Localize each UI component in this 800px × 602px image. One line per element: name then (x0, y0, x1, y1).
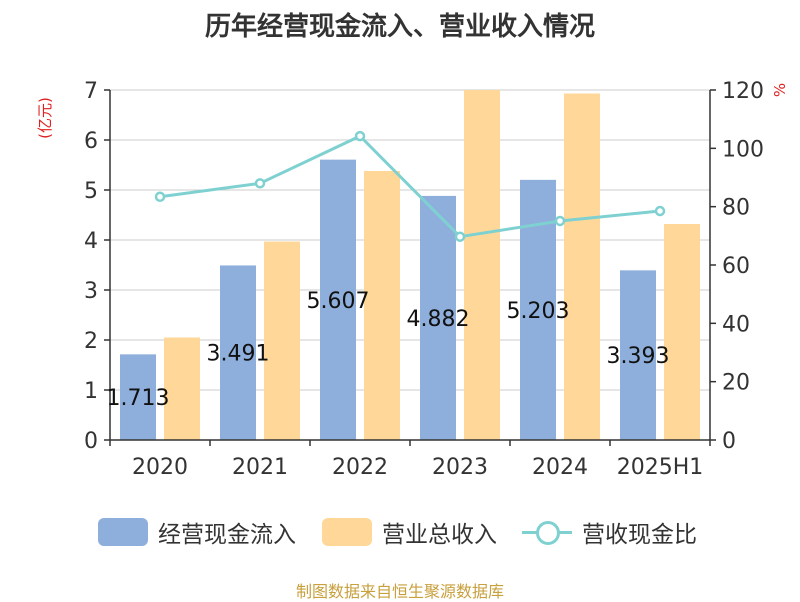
x-tick-label: 2023 (432, 455, 488, 480)
y-left-tick-label: 6 (84, 129, 98, 154)
y-right-tick-label: 60 (722, 254, 750, 279)
point-ratio (454, 231, 466, 242)
legend-label-cash-inflow: 经营现金流入 (158, 522, 296, 548)
source-note: 制图数据来自恒生聚源数据库 (295, 582, 504, 601)
y-right-tick-label: 100 (722, 137, 764, 162)
legend-revenue[interactable]: 营业总收入 (322, 515, 497, 549)
legend-label-ratio: 营收现金比 (582, 522, 697, 548)
legend-swatch-revenue (322, 518, 372, 546)
data-label-cash-inflow: 3.393 (607, 344, 670, 369)
y-left-tick-label: 0 (84, 429, 98, 454)
bar-cash-inflow (120, 354, 156, 440)
x-tick-label: 2024 (532, 455, 588, 480)
legend-swatch-cash-inflow (98, 518, 148, 546)
y-right-tick-label: 20 (722, 371, 750, 396)
legend-ratio[interactable]: 营收现金比 (522, 515, 697, 549)
point-ratio (554, 215, 566, 227)
y-left-tick-label: 5 (84, 179, 98, 204)
legend-cash-inflow[interactable]: 经营现金流入 (98, 515, 296, 549)
bar-revenue (364, 171, 400, 440)
y-right-axis-label: % (771, 83, 789, 97)
chart-title: 历年经营现金流入、营业收入情况 (204, 12, 595, 42)
point-ratio (654, 205, 666, 217)
data-label-cash-inflow: 5.203 (507, 299, 570, 324)
y-left-tick-label: 7 (84, 79, 98, 104)
line-ratio (159, 134, 661, 239)
data-label-cash-inflow: 4.882 (407, 307, 470, 332)
x-tick-label: 2022 (332, 455, 388, 480)
point-ratio (254, 178, 266, 189)
bar-revenue (464, 90, 500, 440)
legend-label-revenue: 营业总收入 (382, 522, 497, 548)
x-tick-label: 2021 (232, 455, 288, 480)
y-left-tick-label: 3 (84, 279, 98, 304)
y-left-tick-label: 1 (84, 379, 98, 404)
data-label-cash-inflow: 5.607 (307, 289, 370, 314)
bar-cash-inflow (420, 195, 456, 440)
point-ratio (154, 191, 166, 202)
x-tick-label: 2020 (132, 455, 188, 480)
y-left-tick-label: 4 (84, 229, 98, 254)
legend-swatch-ratio (522, 518, 572, 546)
bar-revenue (564, 93, 600, 440)
y-right-tick-label: 40 (722, 312, 750, 337)
y-right-tick-label: 0 (722, 429, 736, 454)
y-left-tick-label: 2 (84, 329, 98, 354)
bar-cash-inflow (320, 159, 356, 440)
bar-revenue (164, 337, 200, 440)
x-tick-label: 2025H1 (617, 455, 704, 480)
bar-cash-inflow (220, 265, 256, 440)
bar-revenue (664, 224, 700, 440)
data-label-cash-inflow: 1.713 (107, 386, 170, 411)
y-left-axis-label: (亿元) (36, 97, 54, 139)
bar-cash-inflow (620, 270, 656, 440)
point-ratio (354, 130, 366, 142)
y-right-tick-label: 120 (722, 79, 764, 104)
bar-revenue (264, 241, 300, 440)
data-label-cash-inflow: 3.491 (207, 342, 270, 367)
y-right-tick-label: 80 (722, 196, 750, 221)
